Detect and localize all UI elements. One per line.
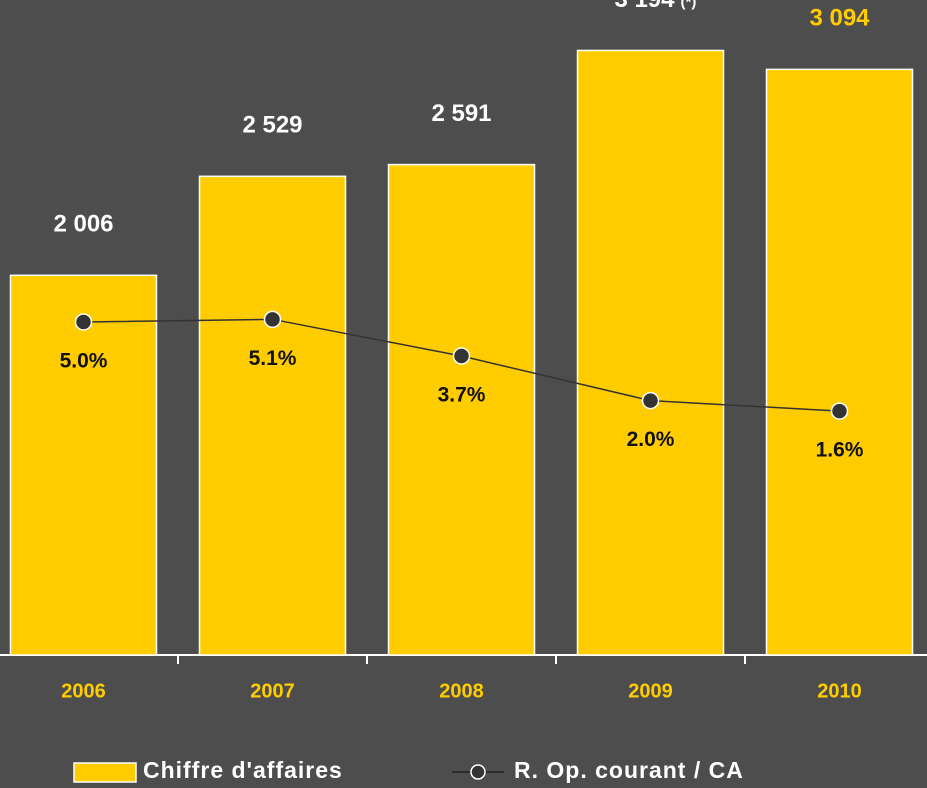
legend-label: R. Op. courant / CA [514, 757, 744, 783]
line-value-label: 2.0% [627, 428, 675, 451]
x-tick-label: 2006 [61, 680, 106, 702]
legend-marker [470, 764, 486, 780]
line-point [263, 310, 282, 329]
bar [576, 49, 725, 656]
bar-value-label: 2 591 [431, 100, 491, 127]
bar [9, 274, 158, 656]
bar-value-label: 3 194 [614, 0, 675, 13]
line-point [74, 313, 93, 331]
line-point [830, 402, 849, 420]
line-value-label: 3.7% [438, 384, 486, 407]
bar [387, 163, 536, 656]
line-point [452, 347, 471, 365]
legend-label: Chiffre d'affaires [143, 757, 343, 783]
annotation: (*) [681, 0, 697, 10]
bar [765, 68, 914, 656]
x-tick-label: 2010 [817, 680, 862, 702]
x-axis-ticks [177, 655, 746, 664]
x-tick-label: 2009 [628, 680, 673, 702]
line-value-label: 1.6% [816, 439, 864, 462]
bar-value-label: 2 529 [242, 112, 302, 139]
bar-value-label: 3 094 [809, 5, 870, 32]
x-tick-label: 2007 [250, 680, 295, 702]
bar [198, 175, 347, 656]
x-tick-label: 2008 [439, 680, 484, 702]
line-value-label: 5.0% [60, 349, 108, 372]
legend-swatch [73, 762, 137, 783]
bar-value-label: 2 006 [53, 211, 113, 238]
line-value-label: 5.1% [249, 347, 297, 370]
line-point [641, 391, 660, 410]
